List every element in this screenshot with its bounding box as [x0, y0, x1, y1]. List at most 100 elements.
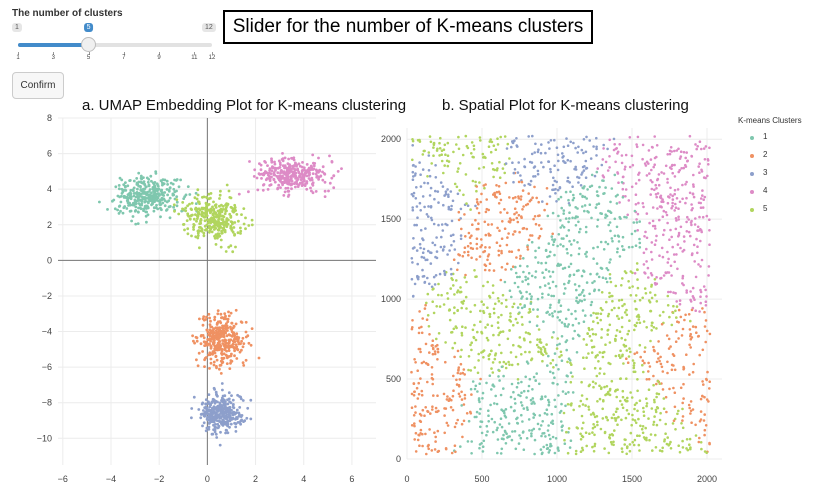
spatial-point: [490, 388, 493, 391]
umap-point: [219, 372, 223, 375]
spatial-point: [412, 194, 415, 198]
umap-point: [148, 188, 152, 191]
spatial-point: [701, 206, 705, 209]
confirm-button[interactable]: Confirm: [12, 72, 64, 99]
legend-item[interactable]: 3: [738, 166, 828, 184]
spatial-point: [416, 438, 420, 442]
umap-point: [202, 195, 206, 199]
spatial-point: [585, 343, 588, 347]
spatial-point: [582, 338, 586, 341]
spatial-point: [698, 171, 701, 174]
legend-item[interactable]: 2: [738, 148, 828, 166]
spatial-point: [489, 403, 492, 407]
umap-point: [330, 160, 334, 163]
spatial-point: [482, 356, 485, 359]
spatial-point: [497, 185, 501, 188]
spatial-point: [689, 337, 693, 341]
umap-point: [168, 196, 172, 200]
umap-point: [201, 323, 205, 327]
umap-point: [198, 317, 201, 321]
spatial-point: [638, 399, 642, 403]
spatial-point: [607, 223, 610, 227]
spatial-point: [430, 366, 434, 369]
spatial-point: [658, 418, 662, 422]
spatial-point: [543, 208, 546, 212]
spatial-point: [440, 235, 443, 239]
spatial-point: [432, 394, 435, 397]
spatial-point: [442, 203, 445, 207]
umap-point: [231, 417, 235, 421]
spatial-point: [619, 377, 622, 381]
umap-point: [215, 408, 219, 412]
spatial-point: [592, 257, 595, 261]
spatial-point: [557, 214, 560, 218]
spatial-point: [666, 294, 670, 298]
spatial-point: [587, 352, 590, 355]
umap-point: [124, 185, 127, 189]
legend-item[interactable]: 4: [738, 184, 828, 202]
y-tick-label: 4: [47, 184, 52, 194]
spatial-point: [581, 309, 585, 312]
spatial-point: [634, 203, 638, 206]
umap-point: [219, 359, 223, 363]
spatial-point: [685, 220, 688, 224]
spatial-point: [701, 348, 705, 352]
umap-point: [297, 162, 301, 166]
umap-point: [203, 365, 206, 368]
spatial-point: [492, 333, 495, 337]
umap-point: [207, 400, 210, 404]
spatial-point: [501, 330, 505, 333]
spatial-point: [612, 440, 615, 444]
slider-track[interactable]: [18, 43, 212, 47]
spatial-point: [697, 201, 701, 205]
umap-point: [273, 162, 277, 166]
umap-point: [274, 169, 277, 172]
umap-point: [209, 357, 213, 361]
spatial-point: [582, 186, 585, 190]
spatial-point: [434, 274, 438, 277]
spatial-point: [682, 367, 686, 370]
umap-point: [202, 211, 206, 215]
spatial-point: [512, 218, 515, 222]
spatial-point: [591, 426, 595, 430]
legend-item[interactable]: 5: [738, 202, 828, 220]
spatial-point: [595, 190, 599, 193]
spatial-point: [629, 350, 632, 354]
spatial-point: [628, 286, 631, 290]
spatial-point: [445, 159, 449, 163]
spatial-point: [438, 305, 442, 308]
spatial-point: [564, 161, 567, 164]
spatial-point: [647, 361, 650, 365]
spatial-point: [625, 313, 629, 317]
spatial-point: [606, 147, 609, 151]
spatial-point: [643, 235, 646, 238]
spatial-point: [555, 180, 558, 184]
umap-point: [208, 412, 212, 416]
legend-item[interactable]: 1: [738, 130, 828, 148]
spatial-point: [531, 397, 535, 400]
spatial-point: [539, 347, 542, 350]
spatial-point: [621, 389, 625, 393]
spatial-point: [451, 394, 455, 398]
spatial-point: [683, 240, 686, 243]
slider-tick: [212, 52, 213, 55]
umap-point: [129, 188, 133, 192]
umap-point: [323, 172, 327, 176]
spatial-point: [577, 145, 580, 149]
spatial-point: [505, 305, 508, 309]
spatial-point: [599, 240, 603, 244]
spatial-point: [467, 253, 470, 257]
spatial-point: [495, 190, 499, 194]
umap-point: [145, 220, 148, 224]
spatial-point: [506, 236, 509, 239]
slider-handle[interactable]: [81, 37, 97, 52]
spatial-point: [424, 227, 427, 230]
spatial-point: [651, 224, 655, 228]
spatial-point: [617, 415, 620, 419]
spatial-point: [642, 410, 645, 414]
umap-point: [219, 403, 223, 407]
spatial-point: [569, 439, 573, 443]
umap-point: [134, 222, 138, 226]
spatial-point: [596, 400, 599, 403]
